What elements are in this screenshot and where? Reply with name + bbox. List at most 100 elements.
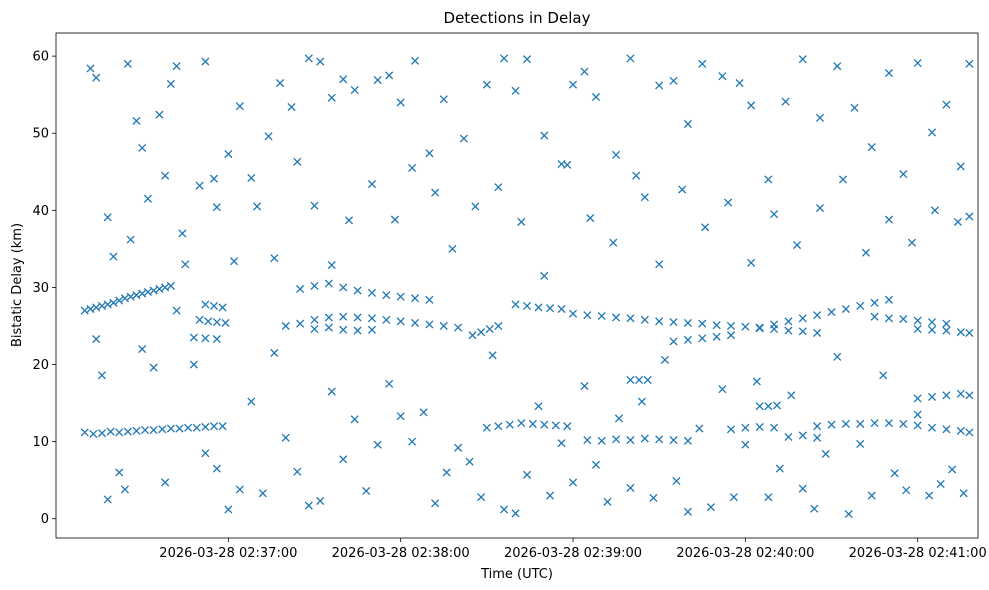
- data-point: [178, 229, 187, 238]
- data-point: [927, 325, 937, 334]
- data-point: [735, 79, 744, 88]
- data-point: [505, 420, 514, 429]
- data-point: [815, 203, 825, 213]
- data-point: [201, 300, 210, 309]
- data-point: [477, 328, 486, 337]
- data-points: [80, 54, 974, 519]
- data-point: [431, 499, 440, 508]
- data-point: [632, 171, 641, 180]
- data-point: [655, 317, 664, 326]
- data-point: [907, 238, 916, 247]
- data-point: [80, 306, 89, 315]
- data-point: [212, 335, 221, 344]
- data-point: [230, 257, 239, 266]
- data-point: [833, 352, 842, 361]
- data-point: [747, 258, 756, 267]
- data-point: [367, 314, 377, 323]
- data-point: [281, 433, 290, 442]
- data-point: [726, 425, 736, 434]
- data-point: [741, 322, 750, 331]
- data-point: [884, 69, 894, 78]
- plot-frame: [55, 32, 979, 539]
- data-point: [195, 181, 204, 190]
- data-point: [482, 423, 491, 432]
- data-point: [500, 54, 509, 63]
- data-point: [92, 335, 101, 344]
- data-point: [172, 306, 181, 315]
- data-point: [385, 379, 394, 388]
- data-point: [522, 301, 532, 310]
- data-point: [138, 289, 147, 298]
- data-point: [884, 314, 894, 323]
- data-point: [965, 328, 974, 337]
- data-point: [382, 291, 391, 300]
- data-point: [224, 149, 233, 159]
- data-point: [155, 110, 164, 119]
- data-point: [204, 317, 213, 326]
- data-point: [764, 402, 773, 411]
- y-axis: 0 10 20 30 40 50 60: [32, 50, 56, 527]
- data-point: [425, 295, 434, 304]
- data-point: [965, 391, 974, 400]
- data-point: [669, 76, 678, 85]
- data-point: [597, 436, 606, 445]
- data-point: [614, 414, 624, 423]
- data-point: [603, 497, 612, 506]
- data-point: [106, 427, 115, 436]
- data-point: [568, 309, 578, 318]
- data-point: [640, 193, 649, 202]
- data-point: [557, 439, 566, 448]
- data-point: [798, 55, 807, 64]
- data-point: [485, 325, 494, 334]
- data-point: [643, 375, 652, 385]
- data-point: [698, 59, 707, 68]
- data-point: [235, 102, 244, 111]
- data-point: [465, 457, 474, 466]
- data-point: [454, 443, 463, 452]
- data-point: [669, 318, 678, 327]
- data-point: [439, 95, 448, 104]
- y-tick-label: 40: [32, 204, 49, 219]
- data-point: [324, 313, 333, 322]
- data-point: [798, 431, 807, 440]
- data-point: [97, 301, 107, 310]
- data-point: [669, 337, 678, 346]
- data-point: [706, 503, 715, 512]
- data-point: [189, 360, 198, 369]
- data-point: [930, 206, 939, 215]
- data-point: [281, 321, 290, 331]
- data-point: [540, 131, 549, 140]
- data-point: [115, 428, 124, 437]
- data-point: [899, 170, 908, 179]
- data-point: [201, 57, 210, 66]
- data-point: [353, 326, 362, 335]
- data-point: [813, 328, 822, 337]
- data-point: [344, 216, 354, 225]
- data-point: [850, 103, 859, 112]
- data-point: [698, 334, 707, 343]
- data-point: [913, 410, 922, 419]
- data-point: [956, 389, 965, 398]
- data-point: [927, 392, 937, 401]
- data-point: [764, 493, 773, 502]
- data-point: [264, 132, 273, 141]
- data-point: [815, 113, 825, 122]
- data-point: [522, 55, 532, 64]
- data-point: [724, 198, 733, 207]
- data-point: [396, 317, 405, 326]
- data-point: [821, 449, 830, 459]
- y-tick-label: 50: [32, 127, 49, 142]
- data-point: [324, 279, 333, 288]
- data-point: [718, 72, 727, 81]
- data-point: [841, 419, 850, 428]
- data-point: [431, 188, 440, 197]
- data-point: [247, 173, 256, 183]
- data-point: [410, 56, 420, 65]
- data-point: [494, 321, 503, 331]
- y-axis-label: Bistatic Delay (km): [10, 223, 25, 347]
- data-point: [161, 171, 170, 180]
- data-point: [339, 325, 348, 334]
- data-point: [209, 174, 219, 183]
- data-point: [867, 491, 876, 500]
- data-point: [712, 332, 721, 341]
